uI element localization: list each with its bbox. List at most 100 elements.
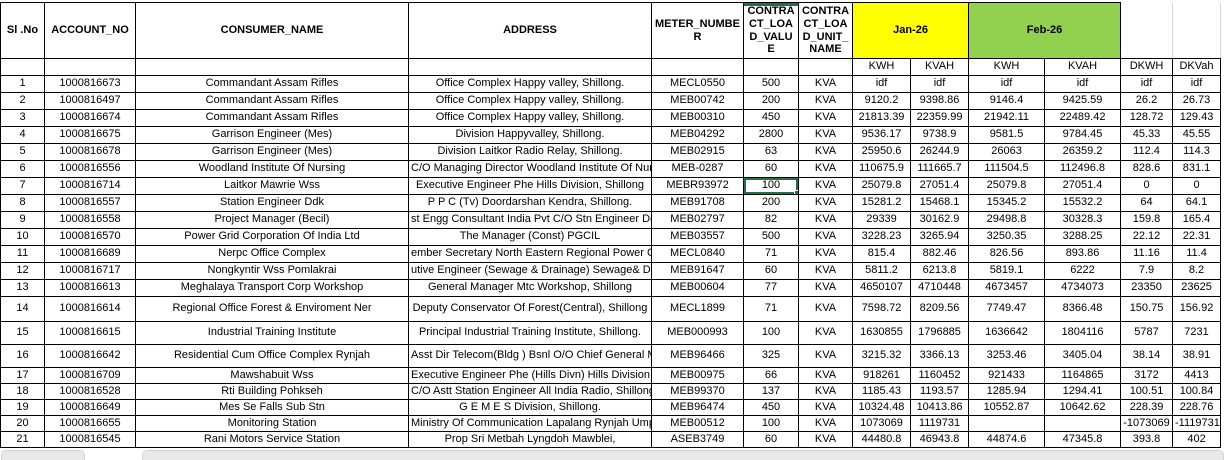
cell-sl-no[interactable]: 20 — [0, 415, 45, 432]
cell-feb-kwh[interactable]: 7749.47 — [968, 296, 1046, 322]
cell-dkvah[interactable]: 100.84 — [1172, 383, 1222, 400]
header-spacer-dkvah[interactable] — [1172, 2, 1222, 59]
cell-dkvah[interactable]: 11.4 — [1172, 245, 1222, 263]
cell-contract-load-unit[interactable]: KVA — [798, 160, 853, 178]
cell-feb-kwh[interactable]: 921433 — [968, 367, 1046, 384]
cell-dkwh[interactable]: 228.39 — [1120, 399, 1174, 416]
cell-consumer-name[interactable]: Nerpc Office Complex — [135, 245, 409, 263]
cell-meter-number[interactable]: MEB00604 — [651, 279, 744, 297]
cell-feb-kvah[interactable]: 893.86 — [1044, 245, 1122, 263]
cell-dkvah[interactable]: -1119731 — [1172, 415, 1222, 432]
cell-sl-no[interactable]: 1 — [0, 75, 45, 93]
cell-contract-load-unit[interactable]: KVA — [798, 399, 853, 416]
cell-meter-number[interactable]: ASEB3749 — [651, 431, 744, 448]
cell-dkwh[interactable]: 45.33 — [1120, 126, 1174, 144]
cell-feb-kvah[interactable]: 22489.42 — [1044, 109, 1122, 127]
cell-contract-load-unit[interactable]: KVA — [798, 367, 853, 384]
cell-consumer-name[interactable]: Meghalaya Transport Corp Workshop — [135, 279, 409, 297]
cell-contract-load-unit[interactable]: KVA — [798, 383, 853, 400]
cell-contract-load-unit[interactable]: KVA — [798, 75, 853, 93]
cell-feb-kwh[interactable]: 9146.4 — [968, 92, 1046, 110]
cell-contract-load-value[interactable]: 500 — [743, 75, 799, 93]
subheader-feb-kvah[interactable]: KVAH — [1044, 58, 1122, 76]
cell-jan-kvah[interactable]: 9398.86 — [909, 92, 970, 110]
cell-consumer-name[interactable]: Project Manager (Becil) — [135, 211, 409, 229]
column-header-sl-no[interactable]: Sl .No — [0, 2, 45, 59]
cell-jan-kvah[interactable]: 882.46 — [909, 245, 970, 263]
cell-contract-load-value[interactable]: 60 — [743, 431, 799, 448]
cell-meter-number[interactable]: MEB000993 — [651, 321, 744, 345]
cell-address[interactable]: Prop Sri Metbah Lyngdoh Mawblei, — [408, 431, 652, 448]
cell-account-no[interactable]: 1000816675 — [44, 126, 136, 144]
cell-jan-kvah[interactable]: 8209.56 — [909, 296, 970, 322]
cell-feb-kwh[interactable]: idf — [968, 75, 1046, 93]
cell-meter-number[interactable]: MEB00742 — [651, 92, 744, 110]
cell-contract-load-unit[interactable]: KVA — [798, 321, 853, 345]
cell-dkwh[interactable]: 393.8 — [1120, 431, 1174, 448]
cell-consumer-name[interactable]: Laitkor Mawrie Wss — [135, 177, 409, 195]
cell-consumer-name[interactable]: Rani Motors Service Station — [135, 431, 409, 448]
cell-jan-kwh[interactable]: 25079.8 — [852, 177, 911, 195]
cell-contract-load-value[interactable]: 100 — [743, 415, 799, 432]
cell-feb-kvah[interactable]: 4734073 — [1044, 279, 1122, 297]
cell-sl-no[interactable]: 13 — [0, 279, 45, 297]
column-header-contract-load-unit-name[interactable]: CONTRACT_LOAD_UNIT_NAME — [798, 2, 853, 59]
cell-sl-no[interactable]: 11 — [0, 245, 45, 263]
column-header-address[interactable]: ADDRESS — [408, 2, 652, 59]
cell-sl-no[interactable]: 8 — [0, 194, 45, 212]
cell-feb-kwh[interactable]: 826.56 — [968, 245, 1046, 263]
cell-feb-kwh[interactable]: 111504.5 — [968, 160, 1046, 178]
cell-contract-load-value[interactable]: 60 — [743, 160, 799, 178]
cell-contract-load-unit[interactable]: KVA — [798, 211, 853, 229]
cell-account-no[interactable]: 1000816614 — [44, 296, 136, 322]
cell-sl-no[interactable]: 17 — [0, 367, 45, 384]
cell-address[interactable]: General Manager Mtc Workshop, Shillong — [408, 279, 652, 297]
cell-meter-number[interactable]: MECL1899 — [651, 296, 744, 322]
cell-feb-kwh[interactable]: 21942.11 — [968, 109, 1046, 127]
cell-account-no[interactable]: 1000816689 — [44, 245, 136, 263]
cell-account-no[interactable]: 1000816558 — [44, 211, 136, 229]
cell-dkwh[interactable]: 23350 — [1120, 279, 1174, 297]
cell-contract-load-value[interactable]: 60 — [743, 262, 799, 280]
cell-jan-kwh[interactable]: 29339 — [852, 211, 911, 229]
cell-address[interactable]: Office Complex Happy valley, Shillong. — [408, 109, 652, 127]
cell-dkwh[interactable]: 5787 — [1120, 321, 1174, 345]
cell-meter-number[interactable]: MEB96466 — [651, 344, 744, 368]
cell-sl-no[interactable]: 14 — [0, 296, 45, 322]
cell-jan-kvah[interactable]: 6213.8 — [909, 262, 970, 280]
cell-dkwh[interactable]: 22.12 — [1120, 228, 1174, 246]
cell-consumer-name[interactable]: Residential Cum Office Complex Rynjah — [135, 344, 409, 368]
cell-jan-kvah[interactable]: 10413.86 — [909, 399, 970, 416]
cell-consumer-name[interactable]: Woodland Institute Of Nursing — [135, 160, 409, 178]
cell-jan-kvah[interactable]: 111665.7 — [909, 160, 970, 178]
cell-jan-kwh[interactable]: 21813.39 — [852, 109, 911, 127]
cell-address[interactable]: ember Secretary North Eastern Regional P… — [408, 245, 652, 263]
cell-account-no[interactable]: 1000816613 — [44, 279, 136, 297]
cell-consumer-name[interactable]: Nongkyntir Wss Pomlakrai — [135, 262, 409, 280]
cell-dkvah[interactable]: 129.43 — [1172, 109, 1222, 127]
cell-jan-kvah[interactable]: 1119731 — [909, 415, 970, 432]
cell-jan-kvah[interactable]: 1796885 — [909, 321, 970, 345]
cell-feb-kvah[interactable]: 26359.2 — [1044, 143, 1122, 161]
cell-feb-kwh[interactable]: 5819.1 — [968, 262, 1046, 280]
cell-account-no[interactable]: 1000816615 — [44, 321, 136, 345]
cell-address[interactable]: Deputy Conservator Of Forest(Central), S… — [408, 296, 652, 322]
subheader-jan-kwh[interactable]: KWH — [852, 58, 911, 76]
cell-meter-number[interactable]: MECL0840 — [651, 245, 744, 263]
cell-sl-no[interactable]: 5 — [0, 143, 45, 161]
subheader-feb-kwh[interactable]: KWH — [968, 58, 1046, 76]
cell-feb-kvah[interactable]: idf — [1044, 75, 1122, 93]
cell-feb-kwh[interactable]: 29498.8 — [968, 211, 1046, 229]
cell-jan-kvah[interactable]: 15468.1 — [909, 194, 970, 212]
cell-dkvah[interactable]: 22.31 — [1172, 228, 1222, 246]
cell-account-no[interactable]: 1000816673 — [44, 75, 136, 93]
cell-contract-load-value[interactable]: 200 — [743, 194, 799, 212]
cell-feb-kvah[interactable]: 8366.48 — [1044, 296, 1122, 322]
cell-dkwh[interactable]: 38.14 — [1120, 344, 1174, 368]
cell-consumer-name[interactable]: Mes Se Falls Sub Stn — [135, 399, 409, 416]
cell-contract-load-value[interactable]: 82 — [743, 211, 799, 229]
cell-dkvah[interactable]: 7231 — [1172, 321, 1222, 345]
cell-consumer-name[interactable]: Station Engineer Ddk — [135, 194, 409, 212]
subheader-empty-cell[interactable] — [651, 58, 744, 76]
cell-feb-kwh[interactable]: 1636642 — [968, 321, 1046, 345]
